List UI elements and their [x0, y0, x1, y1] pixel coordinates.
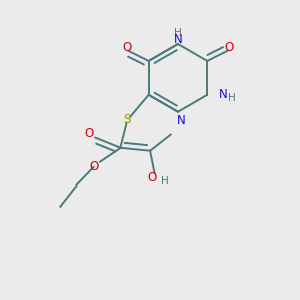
Text: O: O — [85, 127, 94, 140]
Text: O: O — [90, 160, 99, 173]
Text: N: N — [219, 88, 228, 101]
Text: N: N — [174, 33, 182, 46]
Text: N: N — [176, 114, 185, 127]
Text: H: H — [161, 176, 169, 186]
Text: O: O — [122, 41, 131, 54]
Text: O: O — [225, 41, 234, 54]
Text: H: H — [174, 28, 182, 38]
Text: S: S — [123, 113, 130, 126]
Text: O: O — [147, 171, 156, 184]
Text: H: H — [228, 93, 236, 103]
